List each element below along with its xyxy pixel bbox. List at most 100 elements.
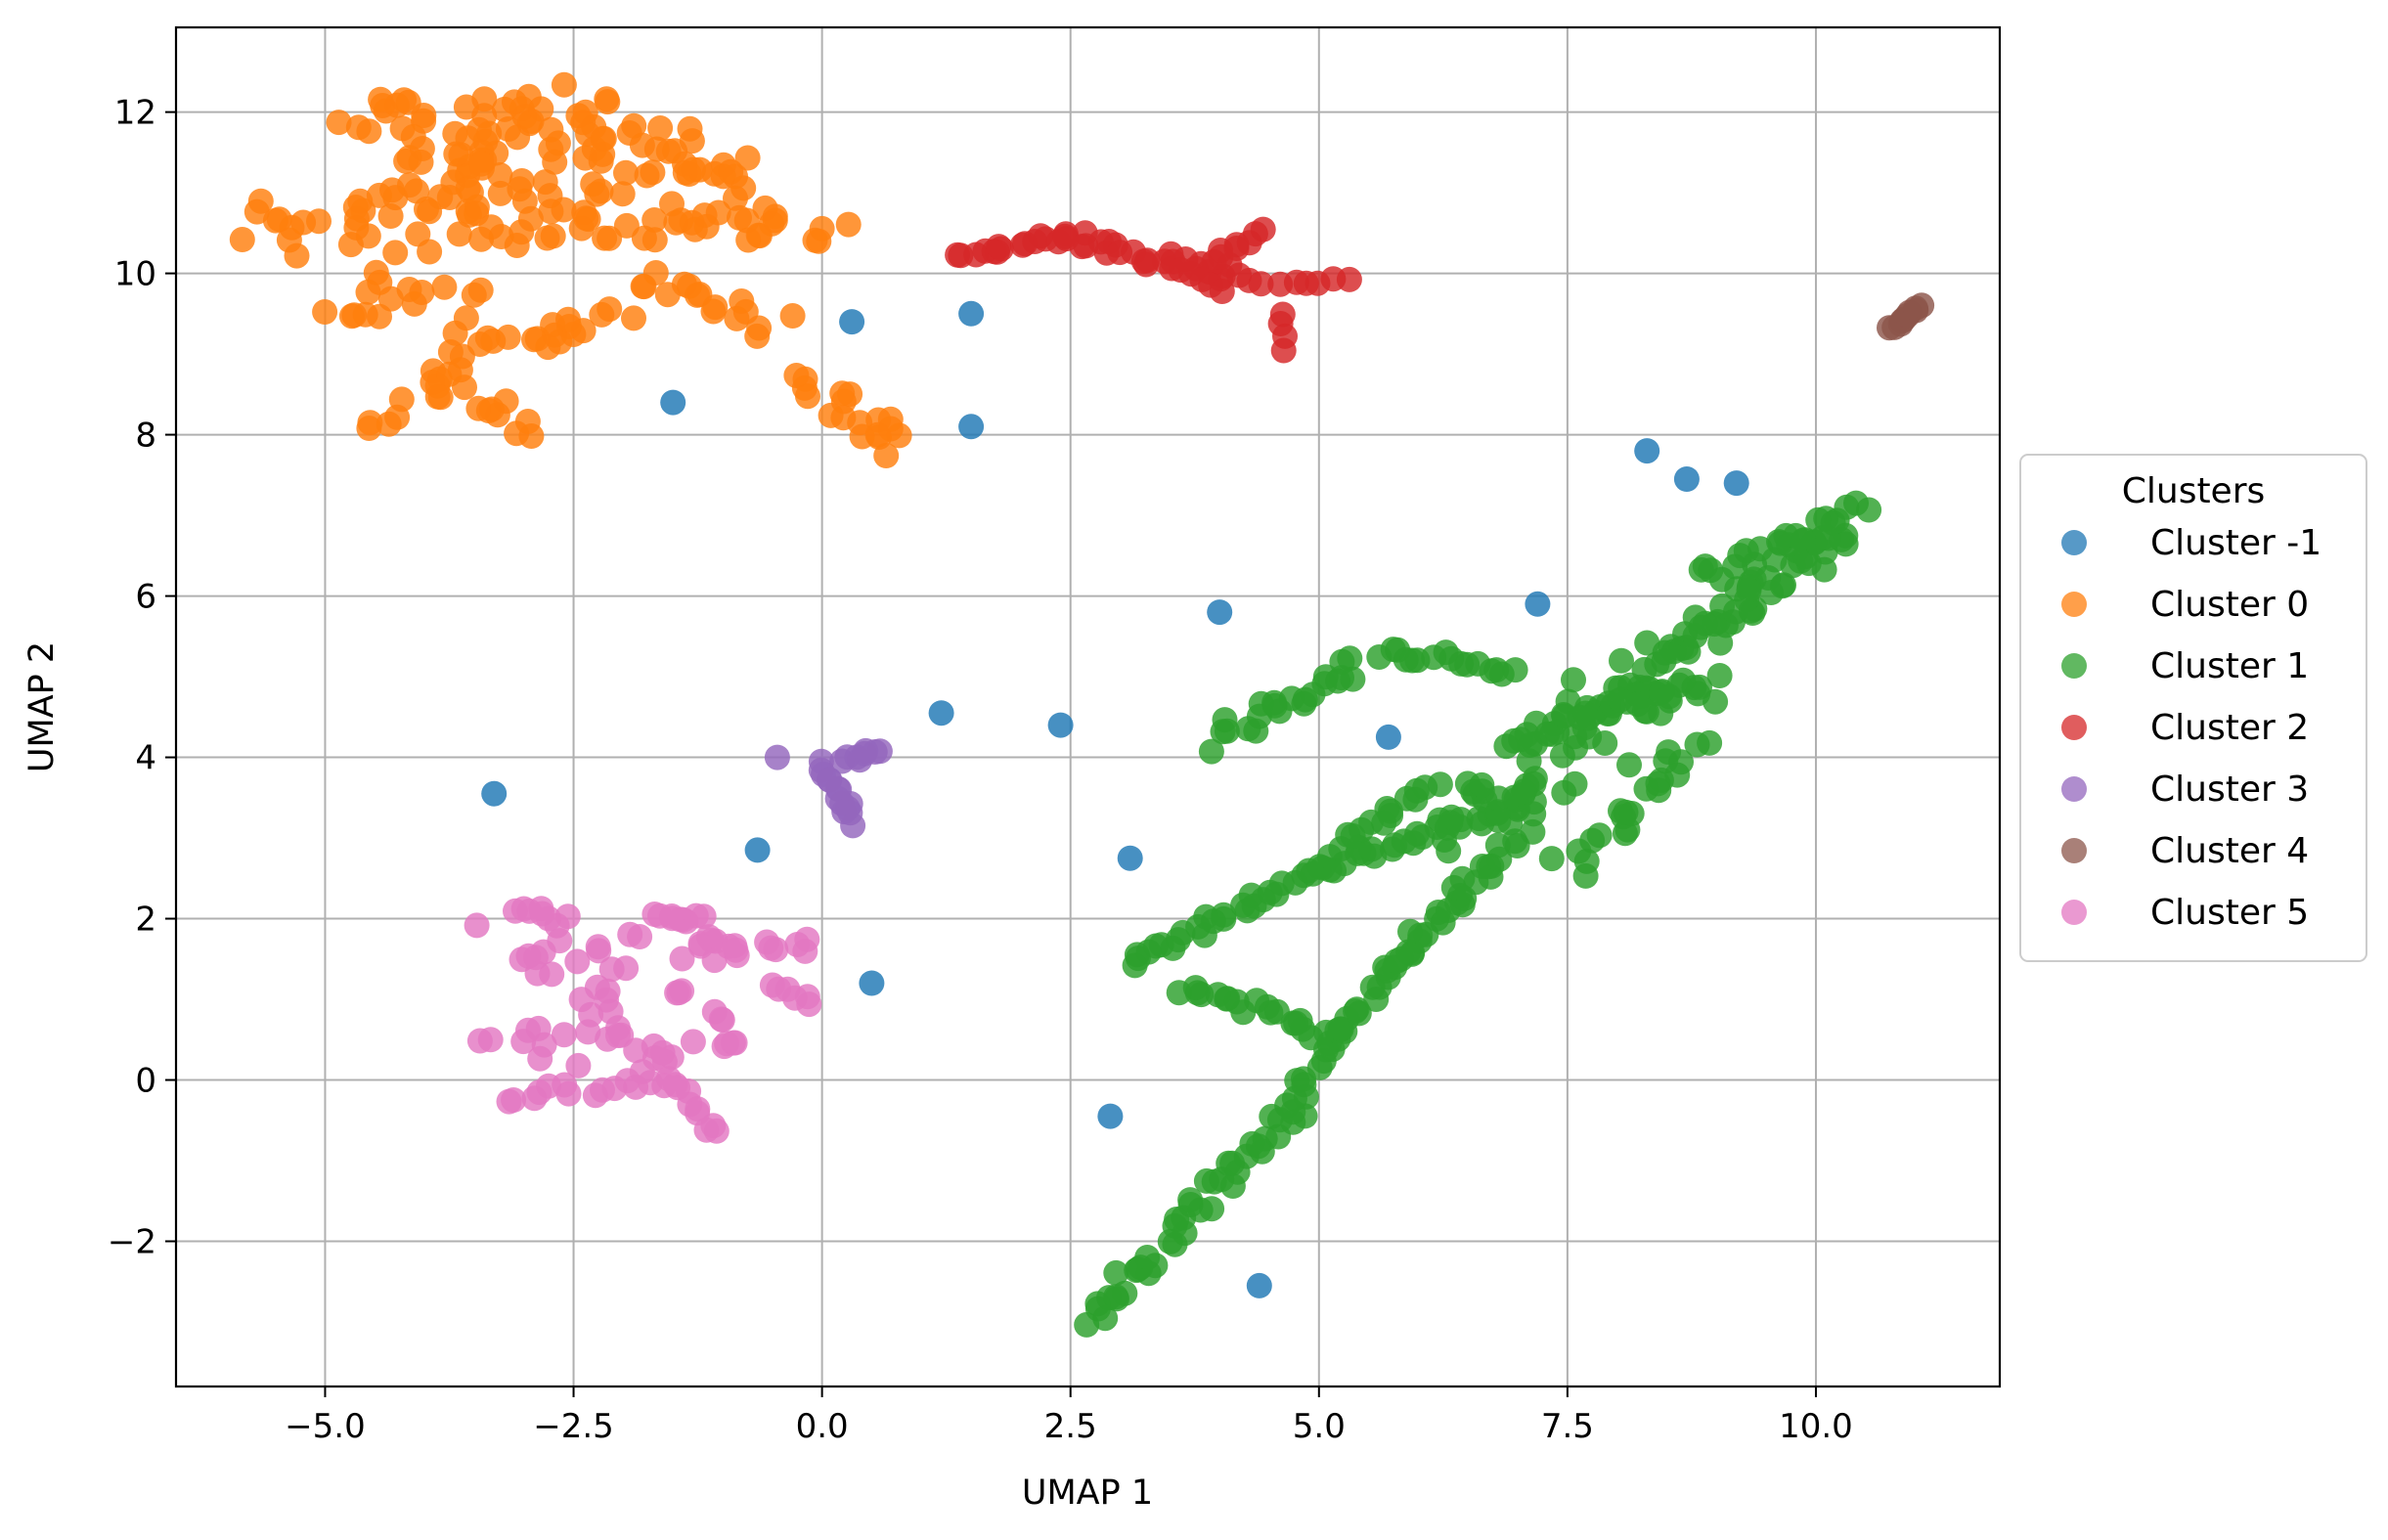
- data-point: [1270, 337, 1297, 364]
- data-point: [1502, 657, 1528, 683]
- data-point: [690, 903, 717, 930]
- data-point: [493, 388, 519, 415]
- data-point: [266, 206, 292, 233]
- data-point: [744, 837, 771, 863]
- data-point: [507, 176, 533, 202]
- data-point: [1449, 865, 1476, 892]
- data-point: [551, 1022, 577, 1048]
- data-point: [554, 903, 581, 930]
- data-point: [794, 926, 820, 952]
- x-tick-label: −5.0: [285, 1407, 366, 1446]
- plot-frame: [174, 25, 2002, 1388]
- y-tick-label: 6: [135, 578, 156, 617]
- data-point: [526, 1079, 553, 1106]
- data-point: [702, 928, 729, 954]
- data-point: [1670, 667, 1697, 693]
- data-point: [621, 112, 647, 139]
- data-point: [703, 1118, 730, 1144]
- data-point: [928, 700, 954, 726]
- data-point: [377, 203, 404, 229]
- data-point: [1404, 820, 1431, 847]
- data-point: [1212, 707, 1238, 733]
- data-point: [958, 414, 985, 440]
- x-tick-label: 10.0: [1779, 1407, 1853, 1446]
- y-tick-label: 8: [135, 417, 156, 456]
- legend-label: Cluster 1: [2150, 646, 2309, 686]
- data-point: [337, 232, 364, 258]
- data-point: [343, 205, 370, 232]
- legend-marker: [2061, 838, 2087, 863]
- data-point: [623, 1037, 649, 1064]
- data-point: [1534, 721, 1561, 747]
- data-point: [525, 1015, 552, 1041]
- legend-label: Cluster -1: [2150, 523, 2322, 563]
- x-tick-label: 7.5: [1541, 1407, 1594, 1446]
- data-point: [1673, 466, 1700, 492]
- data-point: [595, 978, 621, 1004]
- y-axis-label: UMAP 2: [22, 641, 62, 772]
- data-point: [409, 280, 435, 305]
- data-point: [530, 939, 556, 965]
- data-point: [588, 178, 614, 204]
- data-point: [487, 162, 513, 188]
- y-tick-label: 0: [135, 1062, 156, 1101]
- data-point: [613, 955, 640, 982]
- data-point: [551, 71, 577, 98]
- data-point: [1525, 591, 1551, 617]
- data-point: [1344, 996, 1370, 1023]
- data-point: [802, 227, 828, 253]
- legend-label: Cluster 5: [2150, 893, 2309, 933]
- legend-label: Cluster 4: [2150, 831, 2309, 871]
- data-point: [356, 416, 382, 441]
- data-point: [839, 309, 865, 335]
- data-point: [669, 946, 695, 972]
- data-point: [247, 188, 274, 214]
- data-point: [627, 924, 653, 949]
- data-point: [609, 181, 636, 207]
- x-tick-label: 0.0: [796, 1407, 849, 1446]
- data-point: [837, 381, 863, 408]
- data-point: [468, 151, 495, 177]
- data-point: [568, 215, 595, 242]
- data-point: [634, 162, 660, 189]
- data-point: [1645, 770, 1671, 797]
- data-point: [312, 299, 338, 325]
- data-point: [1469, 771, 1495, 798]
- data-point: [1250, 216, 1276, 242]
- data-point: [366, 182, 392, 208]
- data-point: [504, 233, 530, 258]
- data-point: [405, 221, 431, 247]
- data-point: [1427, 771, 1453, 798]
- data-point: [229, 227, 255, 252]
- data-point: [564, 948, 591, 975]
- data-point: [1561, 667, 1586, 693]
- data-point: [1703, 688, 1729, 715]
- legend-marker: [2061, 530, 2087, 555]
- data-point: [1791, 527, 1816, 553]
- data-point: [395, 89, 421, 115]
- data-point: [495, 324, 521, 350]
- data-point: [1097, 1103, 1124, 1129]
- data-point: [1771, 572, 1796, 598]
- data-point: [1520, 818, 1546, 845]
- series-cluster-neg1: [481, 300, 1749, 1298]
- legend-label: Cluster 3: [2150, 770, 2309, 810]
- data-point: [326, 110, 352, 136]
- data-point: [592, 225, 618, 251]
- data-point: [958, 300, 985, 327]
- y-tick-label: 12: [114, 94, 156, 133]
- legend-label: Cluster 0: [2150, 585, 2309, 625]
- data-point: [605, 1015, 631, 1041]
- data-point: [509, 96, 535, 122]
- data-point: [795, 383, 820, 410]
- data-point: [759, 210, 785, 237]
- data-point: [436, 185, 463, 210]
- data-point: [1522, 766, 1548, 792]
- data-point: [536, 905, 561, 932]
- data-point: [873, 443, 900, 468]
- data-point: [722, 1030, 748, 1056]
- data-point: [481, 780, 508, 807]
- data-point: [613, 159, 639, 186]
- data-point: [591, 125, 617, 152]
- series-cluster-2: [945, 216, 1362, 364]
